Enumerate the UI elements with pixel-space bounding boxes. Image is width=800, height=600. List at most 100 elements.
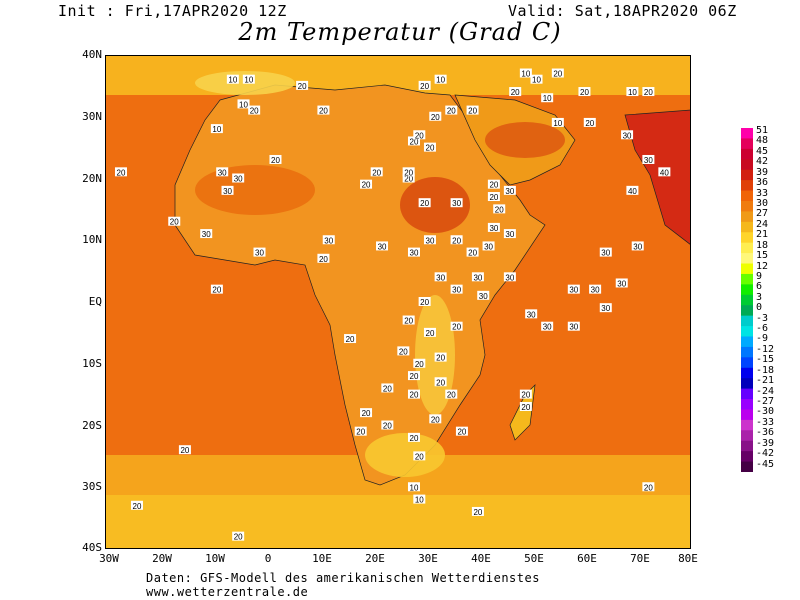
isotherm-label: 10 — [237, 99, 250, 109]
lat-label-30n: 30N — [82, 110, 102, 123]
isotherm-label: 30 — [503, 185, 516, 196]
isotherm-label-text: 20 — [399, 347, 408, 356]
isotherm-label-text: 20 — [431, 415, 440, 424]
isotherm-label-text: 20 — [383, 422, 392, 431]
isotherm-label-text: 30 — [601, 249, 610, 258]
isotherm-label: 20 — [429, 111, 442, 122]
colorbar-cell — [741, 294, 753, 306]
isotherm-label: 20 — [402, 173, 415, 184]
isotherm-label: 10 — [626, 87, 639, 97]
colorbar-cell — [741, 211, 753, 223]
isotherm-label: 20 — [407, 136, 420, 146]
isotherm-label-text: 30 — [378, 242, 387, 251]
map-title: 2m Temperatur (Grad C) — [238, 18, 562, 46]
isotherm-label: 40 — [626, 185, 639, 196]
isotherm-label: 20 — [354, 426, 367, 437]
isotherm-label-text: 20 — [473, 508, 482, 517]
isotherm-label-text: 10 — [521, 70, 530, 79]
isotherm-label: 20 — [317, 253, 330, 264]
isotherm-label: 20 — [418, 80, 431, 91]
isotherm-label: 30 — [450, 284, 463, 295]
isotherm-label: 20 — [551, 68, 564, 79]
lat-label-eq: EQ — [88, 295, 102, 308]
isotherm-label-text: 20 — [117, 168, 126, 177]
lat-label-40n: 40N — [82, 48, 102, 61]
colorbar-label: -42 — [756, 448, 775, 460]
isotherm-label-text: 20 — [362, 409, 371, 418]
isotherm-label: 20 — [455, 426, 468, 437]
isotherm-label: 20 — [381, 420, 394, 431]
isotherm-label-text: 30 — [601, 304, 610, 313]
lon-label-40e: 40E — [471, 552, 491, 565]
colorbar-cell — [741, 336, 753, 348]
isotherm-label-text: 40 — [660, 168, 669, 177]
isotherm-label-text: 20 — [495, 205, 504, 214]
isotherm-label-text: 30 — [484, 242, 493, 251]
isotherm-label: 30 — [253, 247, 266, 258]
india-landmass — [624, 109, 691, 246]
isotherm-label: 20 — [450, 235, 463, 245]
isotherm-label: 20 — [269, 154, 282, 165]
isotherm-label-text: 20 — [319, 255, 328, 264]
isotherm-label-text: 30 — [591, 286, 600, 295]
colorbar-cell — [741, 263, 753, 275]
isotherm-label-text: 20 — [404, 175, 413, 184]
lat-label-40s: 40S — [82, 541, 102, 554]
colorbar-cell — [741, 367, 753, 379]
isotherm-label-text: 10 — [553, 119, 562, 128]
isotherm-label-text: 20 — [298, 82, 307, 91]
isotherm-label-text: 20 — [489, 181, 498, 190]
isotherm-label-text: 30 — [452, 199, 461, 208]
isotherm-label: 30 — [232, 173, 245, 184]
isotherm-label-text: 20 — [644, 88, 653, 97]
colorbar-label: 48 — [756, 135, 769, 147]
isotherm-label-text: 30 — [644, 156, 653, 165]
isotherm-label: 20 — [519, 389, 532, 400]
isotherm-label-text: 30 — [623, 131, 632, 140]
isotherm-label-text: 30 — [255, 249, 264, 258]
isotherm-label-text: 30 — [527, 310, 536, 319]
lon-label-60e: 60E — [577, 552, 597, 565]
colorbar-label: 39 — [756, 166, 769, 178]
isotherm-label-text: 30 — [633, 242, 642, 251]
lon-label-30e: 30E — [418, 552, 438, 565]
hot-region-sahel — [195, 165, 315, 215]
lon-label-20w: 20W — [152, 552, 172, 565]
lon-label-30w: 30W — [99, 552, 119, 565]
isotherm-label: 10 — [413, 494, 426, 505]
isotherm-label-text: 20 — [319, 107, 328, 116]
isotherm-label-text: 20 — [133, 502, 142, 511]
isotherm-label-text: 20 — [585, 119, 594, 128]
isotherm-label-text: 30 — [234, 175, 243, 184]
colorbar-cell — [741, 180, 753, 192]
colorbar-cell — [741, 378, 753, 390]
isotherm-label: 30 — [407, 247, 420, 258]
isotherm-label-text: 20 — [346, 335, 355, 344]
isotherm-label-text: 20 — [410, 137, 419, 146]
isotherm-label: 20 — [296, 80, 309, 91]
isotherm-label: 30 — [477, 290, 490, 301]
isotherm-label: 20 — [402, 167, 415, 177]
isotherm-label: 20 — [519, 401, 532, 412]
isotherm-label: 10 — [541, 93, 554, 103]
isotherm-label-text: 20 — [436, 378, 445, 387]
isotherm-label: 20 — [114, 167, 127, 177]
southern-ocean-cooler — [105, 495, 691, 549]
isotherm-label-text: 20 — [271, 156, 280, 165]
isotherm-label: 30 — [423, 235, 436, 245]
colorbar-label: 21 — [756, 229, 769, 241]
isotherm-label-text: 10 — [239, 100, 248, 109]
lon-label-0: 0 — [264, 552, 272, 565]
isotherm-label: 30 — [503, 272, 516, 282]
isotherm-label: 20 — [360, 408, 373, 418]
colorbar-label: 3 — [756, 291, 763, 303]
isotherm-label: 30 — [541, 321, 554, 332]
isotherm-label: 20 — [578, 87, 591, 97]
isotherm-label: 20 — [642, 482, 655, 492]
isotherm-label: 20 — [397, 346, 410, 356]
isotherm-label-text: 10 — [436, 76, 445, 85]
isotherm-label: 40 — [658, 167, 671, 177]
isotherm-label: 20 — [413, 451, 426, 461]
isotherm-label: 20 — [434, 377, 447, 387]
isotherm-label: 30 — [200, 229, 213, 239]
